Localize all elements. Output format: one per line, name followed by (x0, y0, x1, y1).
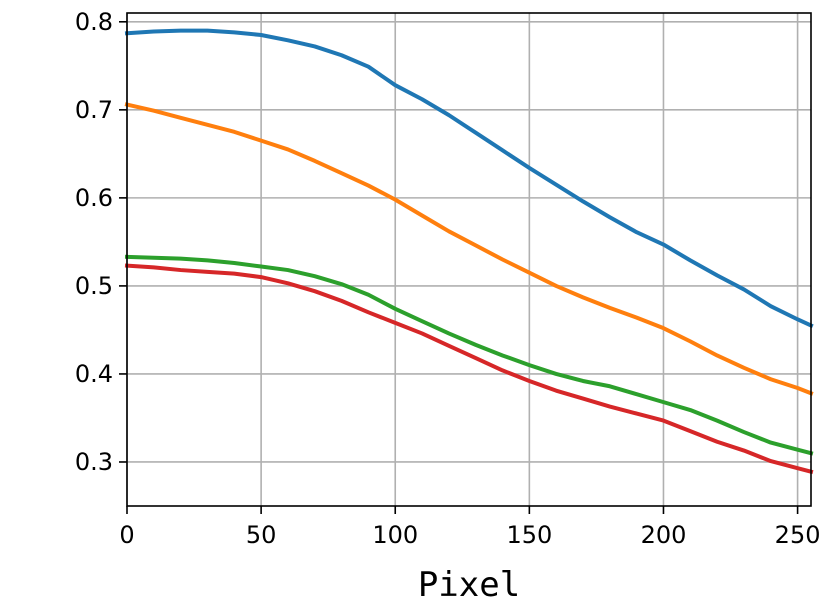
series-line-4 (124, 263, 814, 475)
x-tick-label: 250 (775, 521, 821, 549)
x-tick-label: 0 (119, 521, 134, 549)
y-tick-label: 0.6 (75, 184, 113, 212)
x-tick-label: 200 (641, 521, 687, 549)
y-tick-label: 0.7 (75, 96, 113, 124)
y-tick-label: 0.3 (75, 448, 113, 476)
series-line-3 (124, 254, 814, 456)
x-tick-label: 100 (372, 521, 418, 549)
series-line-2 (124, 102, 814, 396)
x-axis-title: Pixel (418, 565, 520, 605)
series-lines (124, 28, 814, 475)
x-tick-label: 50 (246, 521, 277, 549)
y-tick-label: 0.8 (75, 8, 113, 36)
series-line-1 (124, 28, 814, 329)
y-tick-label: 0.4 (75, 360, 113, 388)
x-tick-label: 150 (506, 521, 552, 549)
grid-lines (126, 13, 811, 506)
axis-ticks: 0 50 100 150 200 250 0.3 0.4 0.5 0.6 0.7 0.8 (75, 8, 821, 549)
y-tick-label: 0.5 (75, 272, 113, 300)
plot-frame (126, 12, 812, 507)
